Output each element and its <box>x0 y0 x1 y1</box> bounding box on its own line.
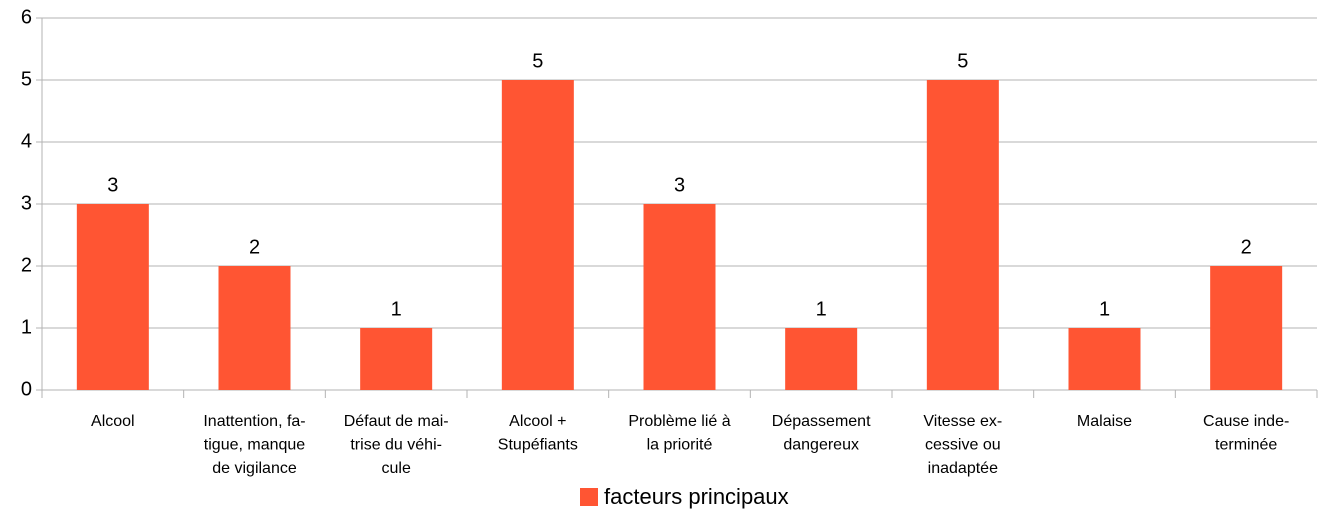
y-tick-label: 1 <box>21 316 32 338</box>
x-tick-label: inadaptée <box>928 460 998 477</box>
data-label: 3 <box>107 174 118 196</box>
data-label: 3 <box>674 174 685 196</box>
bar <box>643 204 716 390</box>
data-label: 1 <box>816 298 827 320</box>
y-tick-label: 2 <box>21 254 32 276</box>
bar <box>1210 266 1283 390</box>
x-tick-label: cule <box>381 460 410 477</box>
y-tick-label: 3 <box>21 192 32 214</box>
x-tick-label: la priorité <box>647 437 713 454</box>
bar <box>360 328 433 390</box>
bar <box>76 204 149 390</box>
data-label: 5 <box>957 50 968 72</box>
x-tick-label: Défaut de mai- <box>344 413 449 430</box>
x-tick-label: Alcool + <box>509 413 566 430</box>
x-tick-label: Stupéfiants <box>498 437 578 454</box>
bar <box>926 80 999 390</box>
x-tick-label: Dépassement <box>772 413 871 430</box>
bar <box>785 328 858 390</box>
y-tick-label: 5 <box>21 68 32 90</box>
x-tick-label: Inattention, fa- <box>203 413 305 430</box>
x-tick-label: terminée <box>1215 437 1277 454</box>
y-tick-label: 0 <box>21 378 32 400</box>
data-label: 2 <box>1241 236 1252 258</box>
x-tick-label: cessive ou <box>925 437 1001 454</box>
x-tick-label: trise du véhi- <box>350 437 442 454</box>
legend-label: facteurs principaux <box>604 484 789 509</box>
x-tick-label: dangereux <box>783 437 859 454</box>
y-tick-label: 4 <box>21 130 32 152</box>
legend-swatch <box>580 488 598 506</box>
x-tick-label: Malaise <box>1077 413 1132 430</box>
data-label: 5 <box>532 50 543 72</box>
x-tick-label: Alcool <box>91 413 135 430</box>
x-tick-label: de vigilance <box>212 460 297 477</box>
bar <box>218 266 291 390</box>
bar <box>1068 328 1141 390</box>
x-tick-label: Cause inde- <box>1203 413 1289 430</box>
data-label: 2 <box>249 236 260 258</box>
x-tick-label: Problème lié à <box>628 413 730 430</box>
data-label: 1 <box>1099 298 1110 320</box>
x-tick-label: tigue, manque <box>204 437 306 454</box>
data-label: 1 <box>391 298 402 320</box>
bar <box>501 80 574 390</box>
y-tick-label: 6 <box>21 6 32 28</box>
x-tick-label: Vitesse ex- <box>923 413 1002 430</box>
